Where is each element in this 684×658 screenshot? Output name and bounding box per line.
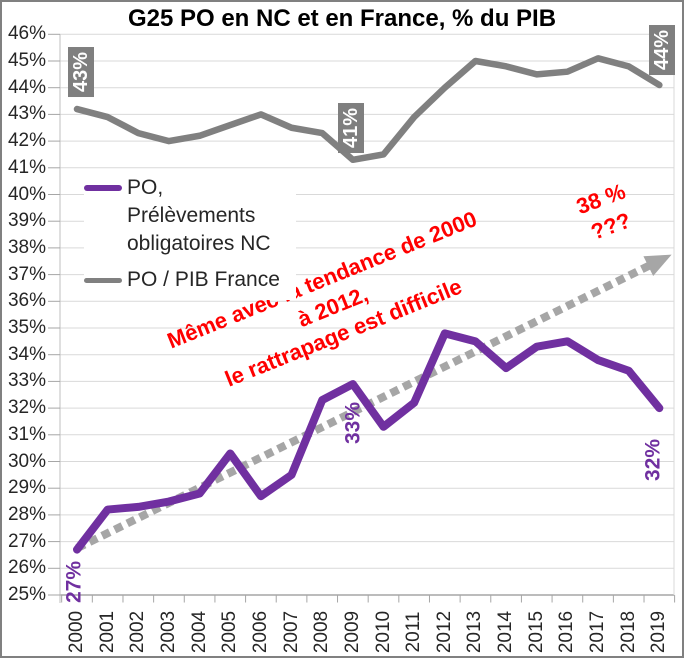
label-france-2000: 43% [67, 46, 94, 97]
legend-item-nc: PO, [84, 174, 296, 202]
x-axis-label: 2011 [403, 611, 425, 653]
y-axis-label: 43% [7, 103, 46, 125]
y-axis-label: 44% [7, 76, 46, 98]
y-axis-label: 31% [7, 423, 46, 445]
nc-series-swatch [84, 185, 122, 191]
legend-item-nc-line2: Prélèvements [84, 202, 296, 230]
y-axis-label: 33% [7, 370, 46, 392]
x-axis-label: 2016 [556, 610, 578, 654]
y-axis-label: 27% [7, 530, 46, 552]
trend-dotted-line [75, 259, 656, 552]
legend: PO, Prélèvements obligatoires NC PO / PI… [84, 170, 296, 300]
y-axis-label: 46% [7, 23, 46, 45]
x-axis-label: 2007 [280, 610, 302, 654]
x-axis-label: 2009 [341, 610, 363, 654]
label-nc-2019: 32% [641, 439, 665, 482]
x-axis-label: 2012 [433, 610, 455, 654]
x-axis-label: 2003 [157, 610, 179, 654]
y-axis-label: 41% [7, 156, 46, 178]
y-axis-label: 45% [7, 50, 46, 71]
y-axis-label: 26% [7, 557, 46, 579]
y-axis-label: 34% [7, 343, 46, 365]
x-axis-label: 2013 [464, 610, 486, 654]
x-axis-label: 2005 [219, 610, 241, 654]
label-nc-2000: 27% [62, 560, 86, 603]
x-axis-label: 2004 [188, 610, 210, 654]
series-line-nc [73, 329, 664, 554]
x-axis-label: 2015 [525, 610, 547, 654]
y-axis-label: 25% [7, 584, 46, 605]
nc-line-swatch-icon [84, 185, 122, 191]
x-axis-label: 2002 [127, 610, 149, 654]
x-axis-label: 2001 [96, 610, 118, 654]
x-axis-label: 2006 [249, 610, 271, 654]
legend-label-nc-line2: Prélèvements [127, 204, 256, 227]
legend-label-nc-line1: PO, [127, 176, 164, 199]
y-axis-label: 40% [7, 183, 46, 205]
y-axis-label: 37% [7, 263, 46, 285]
x-axis-label: 2017 [587, 610, 609, 654]
y-axis-label: 28% [7, 503, 46, 525]
y-axis-label: 42% [7, 130, 46, 152]
series-line-france [73, 55, 663, 164]
y-axis-label: 29% [7, 477, 46, 499]
chart-title-text: G25 PO en NC et en France, % du PIB [117, 5, 567, 33]
x-axis-label: 2000 [66, 610, 87, 654]
x-axis-label: 2019 [648, 610, 670, 654]
note-target: 38 % ??? [572, 178, 634, 245]
legend-label-nc-line3: obligatoires NC [127, 232, 271, 255]
label-france-2009: 41% [338, 102, 365, 153]
label-nc-2009: 33% [341, 401, 365, 444]
france-line-swatch-icon [84, 277, 122, 283]
x-axis-label: 2010 [372, 610, 394, 654]
y-axis-label: 35% [7, 317, 46, 338]
y-axis-label: 39% [7, 210, 46, 232]
legend-label-france: PO / PIB France [127, 268, 280, 291]
y-axis-label: 30% [7, 450, 46, 472]
y-axis-label: 38% [7, 236, 46, 258]
x-axis-label: 2008 [311, 610, 333, 654]
y-axis-label: 36% [7, 290, 46, 312]
legend-item-nc-line3: obligatoires NC [84, 230, 296, 258]
trend-arrowhead-icon [643, 254, 672, 276]
legend-item-france: PO / PIB France [84, 266, 296, 294]
france-series-swatch [84, 277, 122, 283]
x-axis-label: 2018 [617, 610, 639, 654]
y-axis-label: 32% [7, 397, 46, 419]
x-axis-label: 2014 [495, 610, 517, 654]
chart-title: G25 PO en NC et en France, % du PIB [2, 5, 682, 33]
